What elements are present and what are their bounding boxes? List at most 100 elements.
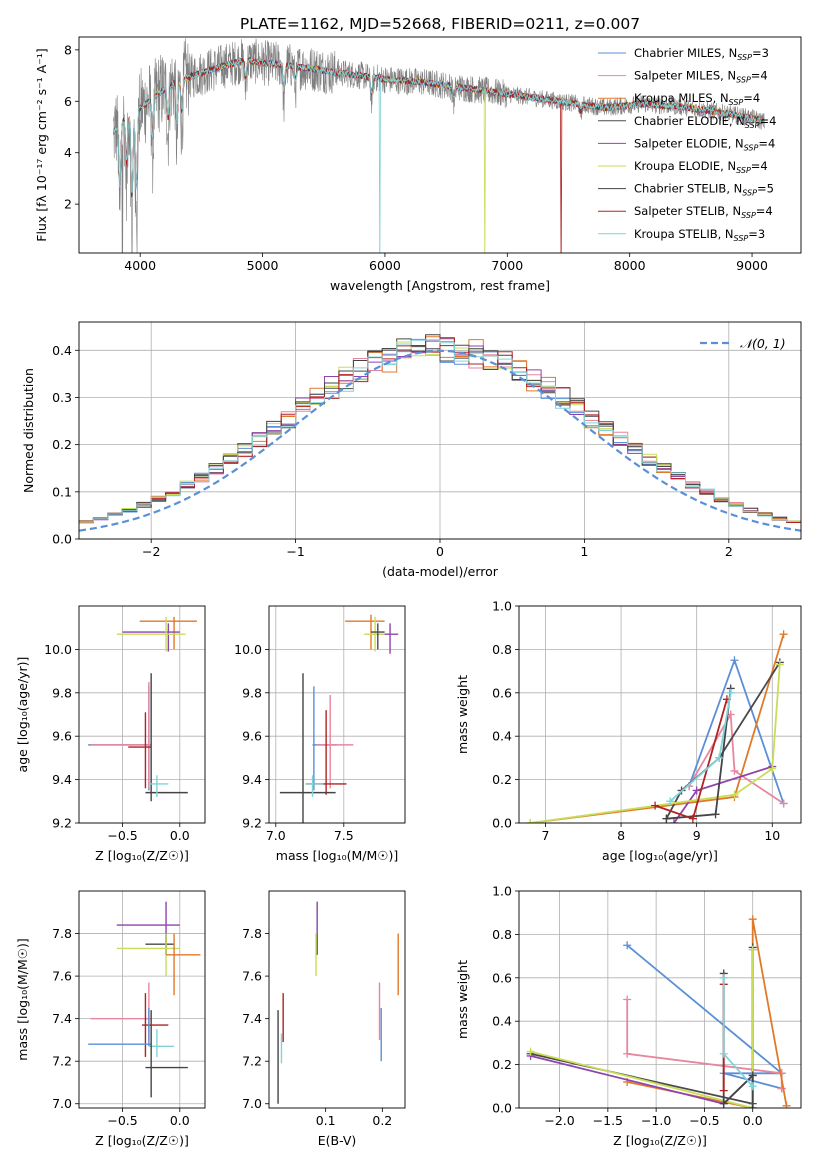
weight-marker [662, 814, 671, 823]
legend-label: Kroupa ELODIE, NSSP=4 [634, 159, 768, 175]
legend-label-sub: SSP [737, 53, 752, 62]
x-axis-label: (data-model)/error [382, 564, 499, 579]
legend-label-sub: SSP [734, 234, 749, 243]
legend-label-sub: SSP [745, 121, 760, 130]
y-tick-label: 9.6 [242, 729, 262, 744]
y-tick-label: 0.4 [492, 1014, 512, 1029]
y-tick-label: 9.8 [242, 685, 262, 700]
grid-lines [519, 890, 801, 1109]
x-tick-label: 0 [436, 544, 444, 559]
legend-label-sub: SSP [742, 189, 757, 198]
legend-label-sub: SSP [744, 143, 759, 152]
y-tick-label: 1.0 [492, 884, 512, 899]
y-tick-label: 7.4 [52, 1011, 72, 1026]
legend-label-name: Chabrier STELIB, N [634, 182, 742, 196]
y-tick-label: 8 [64, 42, 72, 57]
legend-label-name: Salpeter ELODIE, N [634, 136, 744, 150]
legend-label-count: =3 [748, 227, 765, 241]
weight-marker [692, 786, 701, 795]
mass_vs_Z-panel: −0.5 0.0 7.0 7.2 7.4 7.6 7.8 Z [log₁₀(Z/Z☉)] mas… [15, 890, 206, 1148]
y-tick-label: 0.2 [52, 437, 72, 452]
weight-marker [719, 1049, 728, 1058]
weight-marker [775, 660, 784, 669]
x-axis-label: age [log₁₀(age/yr)] [602, 848, 718, 863]
x-tick-label: 7.5 [334, 828, 354, 843]
x-tick-label: 10 [764, 828, 780, 843]
weight-marker [782, 1101, 791, 1108]
y-tick-label: 7.6 [242, 969, 262, 984]
plot-frame [518, 605, 802, 824]
x-axis-label: wavelength [Angstrom, rest frame] [330, 278, 550, 293]
legend-label-count: =4 [760, 114, 777, 128]
errorbar-points [88, 901, 201, 1098]
y-tick-label: 7.4 [242, 1011, 262, 1026]
legend-label-name: Kroupa ELODIE, N [634, 159, 736, 173]
y-tick-label: 0.3 [52, 390, 72, 405]
weight-marker [651, 801, 660, 810]
x-tick-label: 7 [541, 828, 549, 843]
x-tick-label: 4000 [124, 258, 156, 273]
x-tick-label: −2 [142, 544, 160, 559]
weight-marker [715, 753, 724, 762]
weight-marker [719, 973, 728, 982]
legend-label: Chabrier STELIB, NSSP=5 [634, 182, 774, 198]
weight-series [526, 630, 788, 823]
x-tick-label: 1 [580, 544, 588, 559]
y-tick-label: 0.4 [492, 729, 512, 744]
weight-line [530, 664, 781, 823]
x-tick-label: 0.0 [743, 1113, 763, 1128]
legend-label-name: Chabrier ELODIE, N [634, 114, 745, 128]
massweight_vs_age-panel: 7 8 9 10 0.0 0.2 0.4 0.6 0.8 1.0 age [log₁₀(age/yr… [455, 599, 802, 863]
weight-series [526, 915, 791, 1108]
legend-label: Kroupa STELIB, NSSP=3 [634, 227, 765, 243]
y-tick-label: 0.6 [492, 970, 512, 985]
plot-frame [78, 890, 206, 1109]
weight-line [530, 949, 754, 1108]
spectrum-panel: 4000 5000 6000 7000 8000 9000 2 4 6 8 wavelength [… [34, 36, 802, 293]
legend-label-count: =4 [751, 159, 768, 173]
errorbar-points [277, 901, 399, 1104]
y-tick-label: 7.6 [52, 969, 72, 984]
legend-label: Salpeter STELIB, NSSP=4 [634, 204, 773, 220]
weight-line [530, 633, 785, 823]
x-axis-label: Z [log₁₀(Z/Z☉)] [95, 1133, 189, 1148]
figure-title: PLATE=1162, MJD=52668, FIBERID=0211, z=0… [240, 15, 640, 33]
weight-marker [748, 945, 757, 954]
weight-marker [779, 799, 788, 808]
weight-marker [779, 630, 788, 639]
grid-lines [269, 606, 405, 824]
x-tick-label: −1 [286, 544, 304, 559]
y-tick-label: 10.0 [234, 642, 262, 657]
x-tick-label: −0.5 [107, 828, 137, 843]
x-tick-label: 0.0 [170, 828, 190, 843]
legend-label-count: =4 [756, 204, 773, 218]
y-tick-label: 0.8 [492, 642, 512, 657]
legend-label-sub: SSP [729, 98, 744, 107]
legend-label: Chabrier ELODIE, NSSP=4 [634, 114, 776, 130]
y-tick-label: 0.8 [492, 927, 512, 942]
x-tick-label: 9000 [736, 258, 768, 273]
x-axis-label: E(B-V) [318, 1133, 357, 1148]
mass_vs_EBV-panel: 0.1 0.2 7.0 7.2 7.4 7.6 7.8 E(B-V) [242, 890, 406, 1148]
y-tick-label: 6 [64, 94, 72, 109]
errorbar-points [279, 614, 399, 823]
y-tick-label: 9.4 [242, 772, 262, 787]
weight-marker [623, 995, 632, 1004]
plot-frame [78, 605, 206, 824]
x-tick-label: 6000 [369, 258, 401, 273]
weight-line [722, 977, 754, 1087]
x-tick-label: 8000 [614, 258, 646, 273]
x-tick-label: −0.5 [107, 1113, 137, 1128]
legend-label-name: Salpeter MILES, N [634, 69, 736, 83]
x-tick-label: 2 [725, 544, 733, 559]
x-axis-label: Z [log₁₀(Z/Z☉)] [613, 1133, 707, 1148]
y-tick-label: 9.2 [242, 816, 262, 831]
grid-lines [79, 606, 205, 824]
weight-marker [711, 810, 720, 819]
legend-label: Kroupa MILES, NSSP=4 [634, 91, 760, 107]
weight-marker [748, 915, 757, 924]
weight-line [669, 692, 732, 802]
legend-label-sub: SSP [741, 211, 756, 220]
y-tick-label: 7.2 [52, 1054, 72, 1069]
